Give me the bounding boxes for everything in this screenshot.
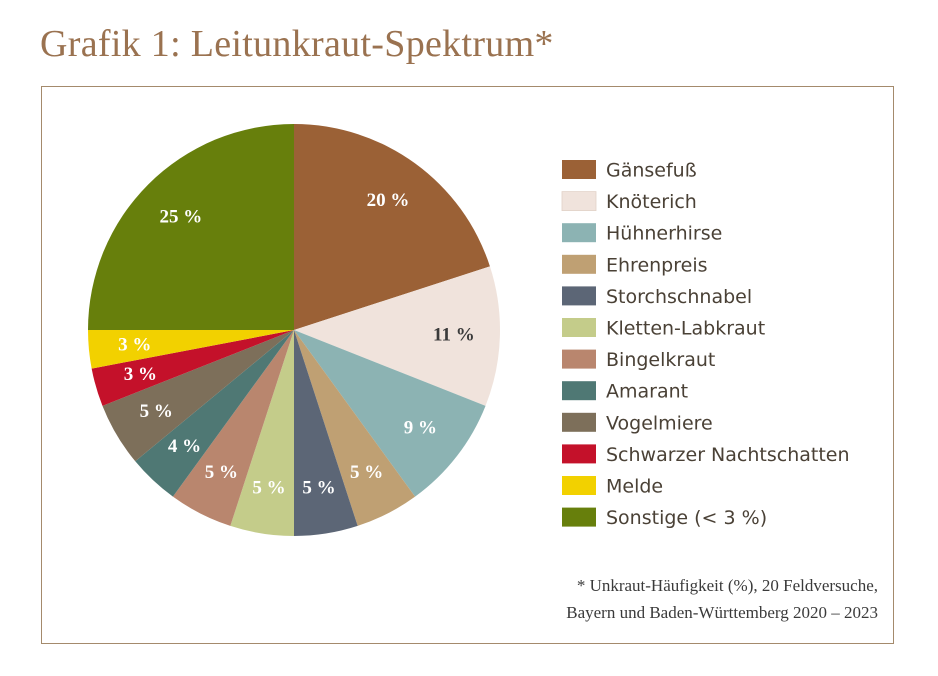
pie-slice-kletten-labkraut [230, 330, 294, 536]
chart-title: Grafik 1: Leitunkraut-Spektrum* [40, 23, 554, 65]
legend-label-amarant: Amarant [606, 381, 688, 403]
legend-label-knöterich: Knöterich [606, 191, 697, 213]
pie-slice-melde [88, 330, 294, 369]
legend-label-schwarzer-nachtschatten: Schwarzer Nachtschatten [606, 444, 850, 466]
legend-swatch-schwarzer-nachtschatten [562, 444, 596, 464]
chart-frame [41, 86, 894, 644]
legend-swatch-amarant [562, 381, 596, 401]
footnote: * Unkraut-Häufigkeit (%), 20 Feldversuch… [566, 572, 878, 626]
legend-label-gänsefuß: Gänsefuß [606, 160, 697, 182]
pie-slice-ehrenpreis [294, 330, 416, 526]
legend-label-bingelkraut: Bingelkraut [606, 349, 715, 371]
legend-swatch-melde [562, 476, 596, 495]
legend-label-kletten-labkraut: Kletten-Labkraut [606, 318, 765, 340]
pie-slice-vogelmiere [102, 330, 294, 462]
legend-swatch-vogelmiere [562, 412, 596, 432]
legend-swatch-ehrenpreis [562, 254, 596, 274]
pie-value-label-bingelkraut: 5 % [205, 462, 238, 483]
pie-slices [88, 123, 500, 536]
legend-swatch-sonstige-3 [562, 507, 596, 527]
pie-value-label-gänsefuß: 20 % [367, 190, 410, 211]
footnote-line-1: * Unkraut-Häufigkeit (%), 20 Feldversuch… [576, 576, 878, 595]
pie-slice-hühnerhirse [294, 330, 486, 497]
legend-label-sonstige-3: Sonstige (< 3 %) [606, 507, 767, 529]
pie-slice-schwarzer-nachtschatten [91, 330, 295, 406]
legend-swatch-bingelkraut [562, 349, 596, 369]
pie-value-label-schwarzer-nachtschatten: 3 % [124, 364, 157, 385]
legend-label-melde: Melde [606, 476, 663, 498]
pie-value-label-amarant: 4 % [168, 436, 201, 457]
pie-value-label-ehrenpreis: 5 % [350, 462, 383, 483]
pie-value-labels: 20 %11 %9 %5 %5 %5 %5 %4 %5 %3 %3 %25 % [118, 190, 475, 498]
legend-label-storchschnabel: Storchschnabel [606, 286, 752, 308]
legend-label-ehrenpreis: Ehrenpreis [606, 254, 708, 276]
pie-value-label-vogelmiere: 5 % [140, 401, 173, 422]
legend-label-vogelmiere: Vogelmiere [606, 412, 713, 434]
legend-label-hühnerhirse: Hühnerhirse [606, 223, 722, 245]
legend-swatch-kletten-labkraut [562, 318, 596, 337]
pie-value-label-knöterich: 11 % [433, 325, 475, 346]
pie-slice-gänsefuß [294, 123, 490, 330]
pie-slice-knöterich [294, 266, 500, 406]
pie-slice-storchschnabel [294, 330, 358, 536]
pie-value-label-storchschnabel: 5 % [302, 478, 335, 499]
pie-value-label-sonstige-3: 25 % [160, 206, 203, 227]
pie-value-label-melde: 3 % [118, 335, 151, 356]
legend: Gänsefuß Knöterich Hühnerhirse Ehrenpreis St… [561, 160, 850, 529]
pie-slice-amarant [135, 330, 294, 497]
legend-swatch-storchschnabel [562, 286, 596, 306]
pie-value-label-hühnerhirse: 9 % [404, 418, 437, 439]
legend-swatch-gänsefuß [562, 160, 596, 179]
pie-value-label-kletten-labkraut: 5 % [252, 478, 285, 499]
footnote-line-2: Bayern und Baden-Württemberg 2020 – 2023 [566, 603, 878, 622]
pie-slice-sonstige-3 [88, 124, 294, 330]
pie-slice-bingelkraut [172, 330, 294, 526]
legend-swatch-knöterich [561, 191, 597, 212]
legend-swatch-hühnerhirse [562, 223, 596, 243]
